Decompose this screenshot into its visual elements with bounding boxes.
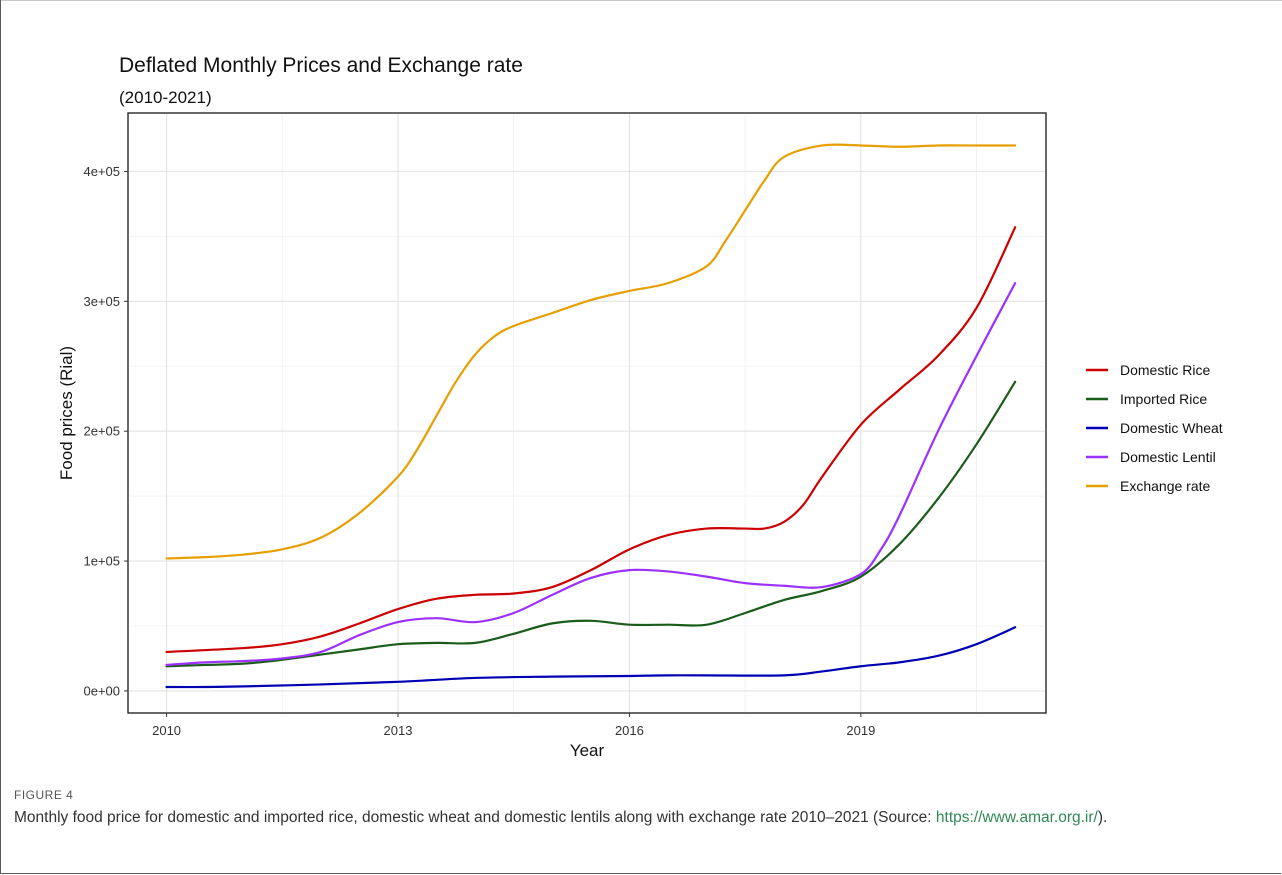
y-axis-title: Food prices (Rial) [57, 346, 76, 480]
x-axis-title: Year [570, 741, 605, 760]
series-line-exchange-rate [165, 143, 1017, 560]
legend-label-exchange-rate: Exchange rate [1120, 478, 1210, 494]
x-tick-label: 2013 [384, 723, 413, 738]
y-tick-label: 4e+05 [83, 164, 120, 179]
plot-panel [127, 112, 1047, 714]
legend-label-imported-rice: Imported Rice [1120, 391, 1207, 407]
source-link[interactable]: https://www.amar.org.ir/ [935, 809, 1098, 826]
legend-label-domestic-lentil: Domestic Lentil [1120, 449, 1216, 465]
caption-text: Monthly food price for domestic and impo… [14, 809, 936, 826]
legend: Domestic Rice Imported Rice Domestic Wheat… [1086, 362, 1223, 494]
series-line-domestic-rice [165, 226, 1017, 654]
series-line-imported-rice [165, 380, 1017, 668]
plot-border [127, 112, 1047, 714]
figure-label: FIGURE 4 [14, 788, 74, 802]
legend-label-domestic-wheat: Domestic Wheat [1120, 420, 1223, 436]
y-tick-label: 2e+05 [83, 424, 120, 439]
series-lines [165, 143, 1017, 689]
top-border [0, 0, 1282, 1]
legend-label-domestic-rice: Domestic Rice [1120, 362, 1210, 378]
x-tick-label: 2010 [152, 723, 181, 738]
chart-title: Deflated Monthly Prices and Exchange rat… [119, 54, 523, 77]
chart: Deflated Monthly Prices and Exchange rat… [57, 54, 1223, 760]
y-tick-label: 0e+00 [83, 683, 120, 698]
chart-subtitle: (2010-2021) [119, 88, 212, 107]
series-line-domestic-wheat [165, 626, 1017, 689]
y-tick-label: 3e+05 [83, 294, 120, 309]
y-tick-label: 1e+05 [83, 554, 120, 569]
series-line-domestic-lentil [165, 282, 1017, 667]
x-tick-label: 2016 [615, 723, 644, 738]
caption-end: ). [1097, 809, 1108, 826]
axis-ticks: 2010 2013 2016 2019 0e+00 1e+05 2e+05 3e+05 4e+0… [83, 164, 875, 738]
x-tick-label: 2019 [846, 723, 875, 738]
figure-caption: Monthly food price for domestic and impo… [14, 806, 1264, 830]
